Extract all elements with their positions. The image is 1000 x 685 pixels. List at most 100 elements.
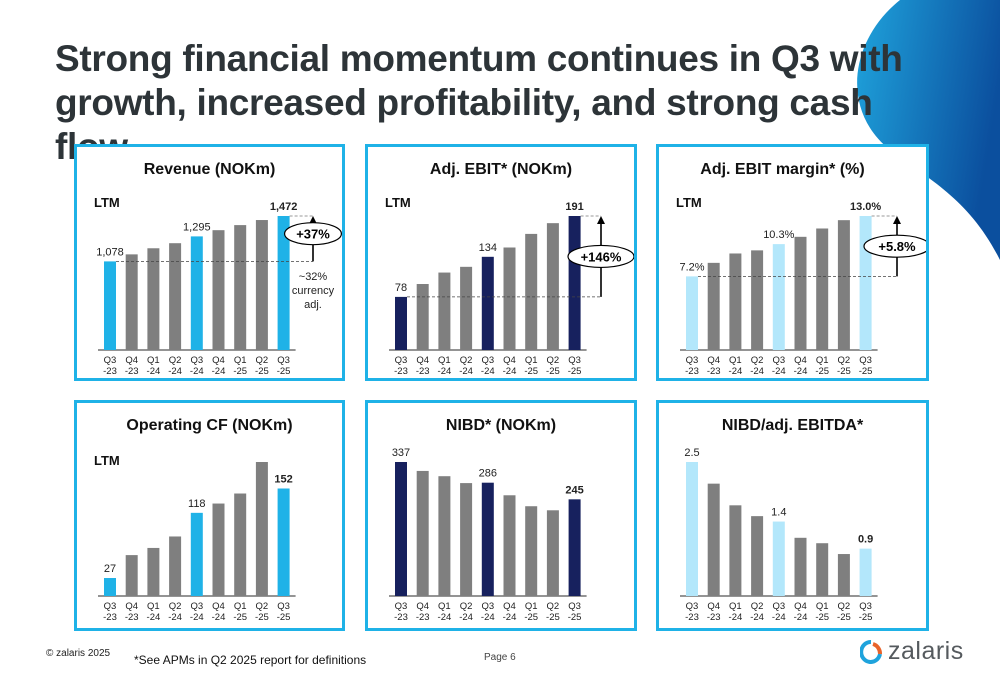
x-tick-label: Q3 [481,601,494,612]
bar-revenue-4 [190,236,203,350]
bar-nibd-6 [525,506,538,596]
growth-badge [567,244,634,269]
x-tick-label: Q1 [729,355,742,366]
x-tick-label: Q3 [277,355,290,366]
bar-operating-cf-3 [169,536,182,596]
bar-adj-ebit-3 [460,266,473,350]
bar-adj-ebit-margin-4 [772,244,785,350]
growth-arrow-head-icon [597,216,605,224]
x-tick-label: -24 [459,612,473,623]
chart-title: Operating CF (NOKm) [126,417,293,434]
x-tick-label: -23 [685,366,699,377]
bar-adj-ebit-margin-7 [837,220,850,350]
x-tick-label: Q2 [547,601,560,612]
x-tick-label: Q3 [772,601,785,612]
bar-adj-ebit-5 [503,247,516,350]
bar-adj-ebit-8 [568,216,581,350]
x-tick-label: Q3 [190,355,203,366]
bar-operating-cf-4 [190,512,203,596]
x-tick-label: -24 [212,612,226,623]
x-tick-label: -24 [729,612,743,623]
bar-nibd-ebitda-7 [837,554,850,596]
bar-nibd-ebitda-5 [794,537,807,596]
x-tick-label: -23 [103,612,117,623]
chart-adj-ebit: LTMQ3-23Q4-23Q1-24Q2-24Q3-24Q4-24Q1-25Q2… [385,195,634,377]
x-tick-label: -25 [233,612,247,623]
chart-adj-ebit-margin: LTMQ3-23Q4-23Q1-24Q2-24Q3-24Q4-24Q1-25Q2… [676,195,926,377]
x-tick-label: Q1 [729,601,742,612]
x-tick-label: Q3 [190,601,203,612]
x-tick-label: -25 [859,366,873,377]
bar-operating-cf-6 [234,493,247,596]
x-tick-label: Q3 [395,601,408,612]
x-tick-label: Q2 [460,601,473,612]
chart-nibd-ebitda: Q3-23Q4-23Q1-24Q2-24Q3-24Q4-24Q1-25Q2-25… [680,447,878,623]
x-tick-label: Q2 [751,355,764,366]
data-label: 7.2% [679,261,704,273]
growth-badge-text: +146% [581,249,622,264]
x-tick-label: -24 [481,366,495,377]
x-tick-label: Q2 [256,355,269,366]
x-tick-label: -24 [190,366,204,377]
x-tick-label: Q4 [416,355,429,366]
annotation-text: currency [292,285,335,297]
x-tick-label: Q1 [525,355,538,366]
x-tick-label: Q4 [794,601,807,612]
x-tick-label: Q4 [707,355,720,366]
bar-nibd-ebitda-8 [859,548,872,596]
bar-nibd-7 [546,510,559,596]
data-label: 152 [274,473,292,485]
x-tick-label: Q4 [503,601,516,612]
x-tick-label: -25 [568,612,582,623]
bar-adj-ebit-margin-0 [686,276,698,350]
x-tick-label: -25 [815,366,829,377]
data-label: 78 [395,282,407,294]
bar-adj-ebit-1 [416,284,429,350]
x-tick-label: Q2 [460,355,473,366]
data-label: 1,295 [183,221,211,233]
x-tick-label: -24 [147,366,161,377]
x-tick-label: Q4 [794,355,807,366]
x-tick-label: Q2 [169,601,182,612]
bar-nibd-1 [416,470,429,596]
x-tick-label: Q4 [503,355,516,366]
x-tick-label: Q3 [568,601,581,612]
x-tick-label: -25 [255,366,269,377]
data-label: 10.3% [763,229,794,241]
bar-nibd-4 [481,482,494,596]
data-label: 245 [565,484,583,496]
x-tick-label: -25 [568,366,582,377]
chart-operating-cf: LTMQ3-23Q4-23Q1-24Q2-24Q3-24Q4-24Q1-25Q2… [94,453,296,623]
growth-badge-text: +37% [296,227,330,242]
x-tick-label: -23 [103,366,117,377]
x-tick-label: -23 [125,366,139,377]
bar-operating-cf-5 [212,503,225,596]
x-tick-label: -25 [815,612,829,623]
x-tick-label: Q3 [568,355,581,366]
x-tick-label: -24 [750,366,764,377]
bar-adj-ebit-margin-6 [816,228,829,350]
x-tick-label: Q2 [838,355,851,366]
chart-title: Adj. EBIT margin* (%) [700,161,865,178]
x-tick-label: Q1 [234,355,247,366]
ltm-label: LTM [676,195,702,210]
x-tick-label: -24 [190,612,204,623]
x-tick-label: Q3 [686,601,699,612]
bar-nibd-3 [460,483,473,596]
data-label: 1.4 [771,507,786,519]
chart-title: Revenue (NOKm) [143,161,276,178]
bar-nibd-2 [438,476,451,596]
x-tick-label: Q1 [147,355,160,366]
zalaris-logo: zalaris [860,637,964,666]
x-tick-label: -25 [546,612,560,623]
x-tick-label: -24 [750,612,764,623]
bar-revenue-0 [104,261,116,350]
bar-adj-ebit-6 [525,233,538,350]
bar-adj-ebit-margin-5 [794,236,807,350]
x-tick-label: -24 [459,366,473,377]
x-tick-label: -23 [125,612,139,623]
bar-adj-ebit-margin-3 [751,250,764,350]
bar-revenue-1 [125,254,138,350]
x-tick-label: -24 [168,366,182,377]
x-tick-label: Q3 [104,601,117,612]
